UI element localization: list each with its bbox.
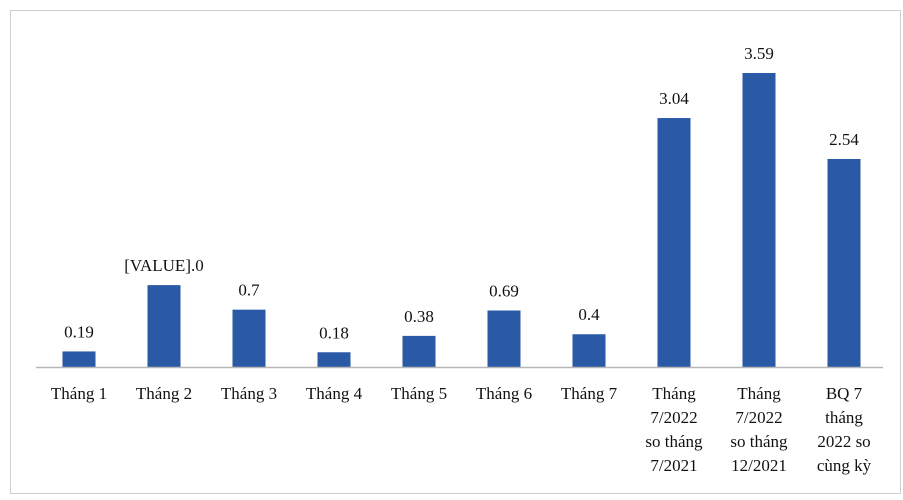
category-label-line: Tháng — [652, 384, 696, 403]
bar-9 — [742, 73, 776, 367]
category-label-8: Tháng 7/2022 so tháng 7/2021 — [645, 384, 703, 475]
value-label-8: 3.04 — [659, 89, 689, 108]
category-label-6: Tháng 6 — [476, 384, 532, 403]
category-label-line: 12/2021 — [731, 456, 787, 475]
value-label-5: 0.38 — [404, 307, 434, 326]
category-label-7: Tháng 7 — [561, 384, 618, 403]
bar-2 — [147, 285, 181, 367]
bar-8 — [657, 118, 691, 368]
bar-6 — [487, 310, 521, 367]
category-label-line: 2022 so — [817, 432, 870, 451]
category-label-line: Tháng 5 — [391, 384, 447, 403]
category-label-3: Tháng 3 — [221, 384, 277, 403]
category-label-line: Tháng 6 — [476, 384, 532, 403]
category-label-line: Tháng 4 — [306, 384, 363, 403]
category-label-line: tháng — [825, 408, 863, 427]
bar-7 — [572, 334, 606, 367]
bar-3 — [232, 309, 266, 367]
category-label-line: so tháng — [645, 432, 703, 451]
category-label-line: 7/2022 — [650, 408, 697, 427]
bar-chart: 0.19 [VALUE].0 0.7 0.18 0.38 0.69 0.4 3.04 3.59 2… — [36, 44, 883, 475]
category-label-line: Tháng 2 — [136, 384, 192, 403]
bars-group — [62, 73, 861, 368]
category-label-line: Tháng 3 — [221, 384, 277, 403]
bar-1 — [62, 351, 96, 367]
category-label-5: Tháng 5 — [391, 384, 447, 403]
value-label-7: 0.4 — [578, 305, 600, 324]
category-label-line: so tháng — [730, 432, 788, 451]
bar-4 — [317, 352, 351, 367]
value-label-10: 2.54 — [829, 130, 859, 149]
category-label-line: 7/2021 — [650, 456, 697, 475]
category-label-4: Tháng 4 — [306, 384, 363, 403]
value-label-3: 0.7 — [238, 281, 260, 300]
category-label-line: Tháng 7 — [561, 384, 618, 403]
bar-5 — [402, 335, 436, 367]
category-label-line: Tháng — [737, 384, 781, 403]
category-label-9: Tháng 7/2022 so tháng 12/2021 — [730, 384, 788, 475]
value-labels-group: 0.19 [VALUE].0 0.7 0.18 0.38 0.69 0.4 3.04 3.59 2… — [64, 44, 859, 342]
value-label-2: [VALUE].0 — [124, 256, 203, 275]
category-label-line: BQ 7 — [826, 384, 863, 403]
category-label-1: Tháng 1 — [51, 384, 107, 403]
category-label-line: 7/2022 — [735, 408, 782, 427]
category-label-line: Tháng 1 — [51, 384, 107, 403]
value-label-9: 3.59 — [744, 44, 774, 63]
value-label-6: 0.69 — [489, 281, 519, 300]
bar-10 — [827, 158, 861, 367]
value-label-1: 0.19 — [64, 322, 94, 341]
category-label-2: Tháng 2 — [136, 384, 192, 403]
chart-frame: 0.19 [VALUE].0 0.7 0.18 0.38 0.69 0.4 3.04 3.59 2… — [10, 10, 901, 494]
category-label-line: cùng kỳ — [817, 456, 872, 475]
category-labels-group: Tháng 1 Tháng 2 Tháng 3 Tháng 4 Tháng 5 Tháng… — [51, 384, 872, 475]
value-label-4: 0.18 — [319, 323, 349, 342]
category-label-10: BQ 7 tháng 2022 so cùng kỳ — [817, 384, 872, 475]
